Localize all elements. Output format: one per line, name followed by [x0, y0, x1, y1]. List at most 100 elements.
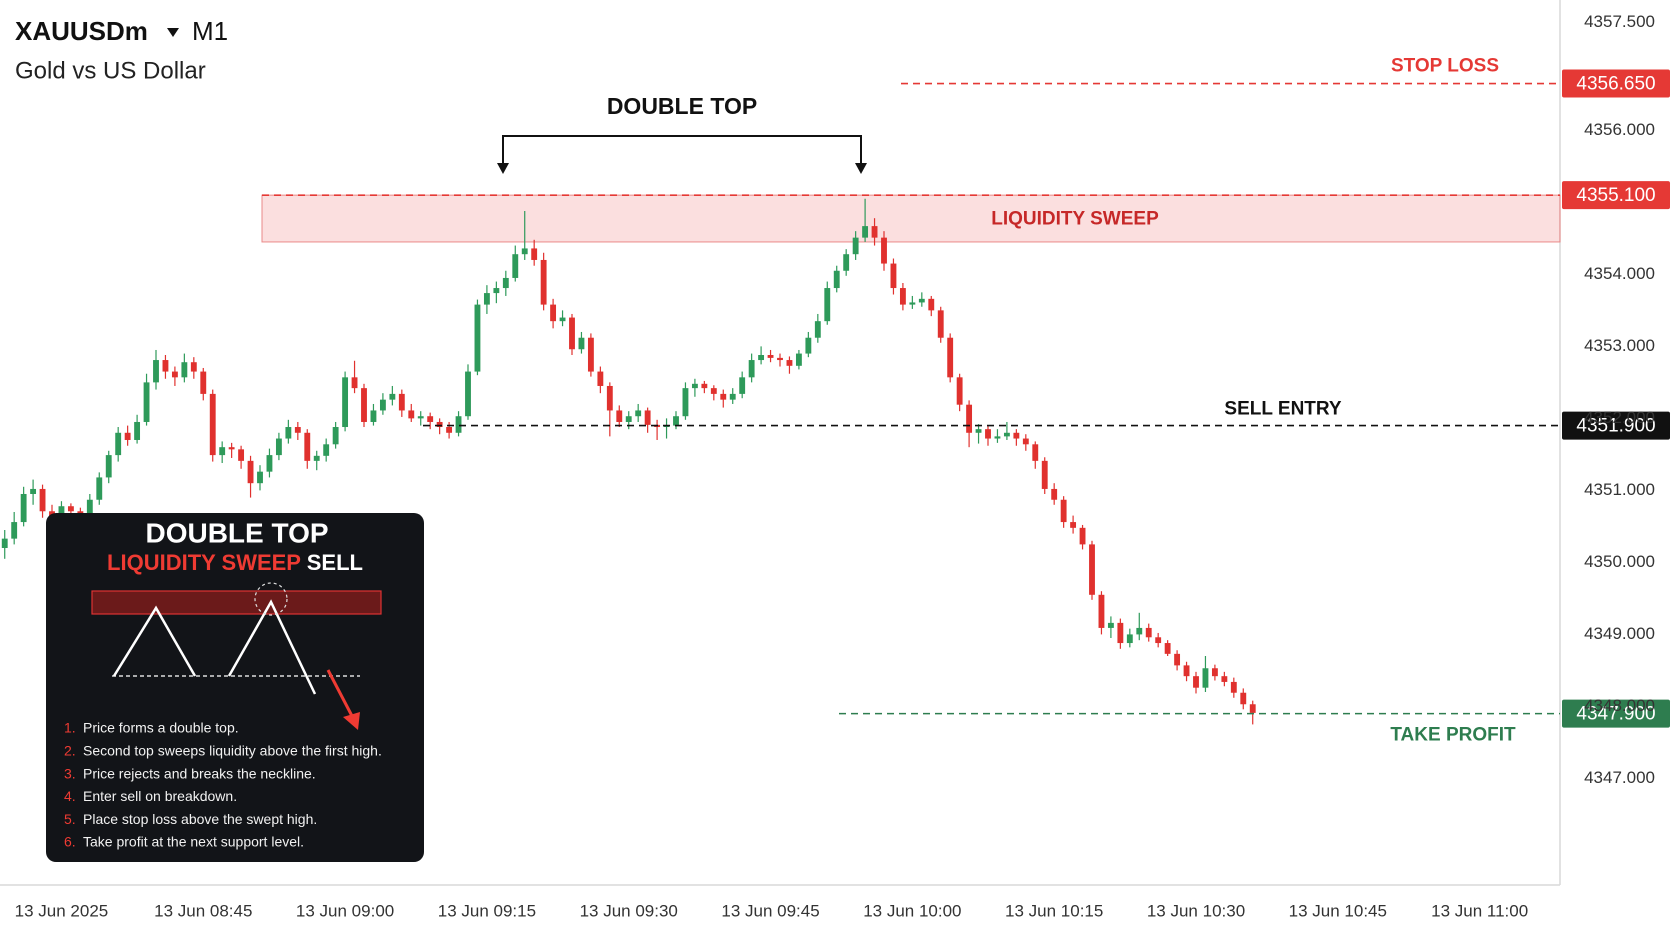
candle-body	[1221, 676, 1228, 682]
step-number: 3.	[64, 765, 76, 781]
price-badge-label: 4356.650	[1576, 74, 1655, 95]
level-label: STOP LOSS	[1391, 56, 1499, 77]
candle-body	[257, 471, 263, 484]
candle-body	[1098, 594, 1105, 628]
candle-body	[1193, 676, 1199, 688]
x-tick-label: 13 Jun 09:00	[296, 901, 394, 920]
candle-body	[975, 429, 982, 433]
subtitle: Gold vs US Dollar	[15, 57, 206, 84]
candle-body	[824, 288, 831, 322]
candle-body	[115, 432, 122, 456]
candle-body	[578, 337, 585, 350]
candle-body	[209, 393, 216, 456]
candle-body	[1013, 432, 1020, 439]
y-tick-label: 4354.000	[1584, 264, 1655, 283]
step-number: 4.	[64, 788, 76, 804]
candle-body	[219, 447, 226, 456]
price-badge-label: 4355.100	[1576, 185, 1655, 206]
x-tick-label: 13 Jun 10:15	[1005, 901, 1103, 920]
candle-body	[96, 477, 103, 500]
candle-body	[956, 377, 963, 405]
candle-body	[691, 383, 698, 389]
candle-body	[1079, 527, 1086, 545]
candle-body	[502, 277, 509, 289]
x-tick-label: 13 Jun 10:30	[1147, 901, 1245, 920]
candle-body	[994, 436, 1001, 439]
y-tick-label: 4353.000	[1584, 336, 1655, 355]
symbol-dropdown[interactable]	[167, 28, 179, 37]
price-badge	[1562, 411, 1670, 440]
candle-body	[1, 538, 8, 548]
candle-body	[389, 393, 396, 400]
candle-body	[928, 298, 935, 311]
y-tick-label: 4357.500	[1584, 12, 1655, 31]
candle-body	[597, 371, 604, 386]
price-badge-label: 4347.900	[1576, 704, 1655, 725]
step-text: Price rejects and breaks the neckline.	[83, 765, 316, 781]
candle-body	[436, 421, 443, 428]
candle-body	[786, 360, 793, 366]
x-tick-label: 13 Jun 10:45	[1289, 901, 1387, 920]
candle-body	[266, 455, 273, 472]
candle-body	[190, 362, 197, 372]
panel-title: DOUBLE TOP	[145, 517, 328, 548]
candle-body	[30, 488, 37, 494]
candle-body	[134, 421, 141, 440]
candle-body	[285, 427, 292, 439]
timeframe: M1	[192, 16, 228, 46]
candle-body	[427, 416, 434, 422]
candle-body	[58, 506, 65, 517]
x-tick-label: 13 Jun 2025	[15, 901, 109, 920]
candle-body	[493, 288, 500, 294]
candle-body	[313, 455, 320, 461]
candle-body	[228, 447, 235, 450]
pattern-label: DOUBLE TOP	[607, 93, 757, 119]
candle-body	[474, 304, 481, 372]
candle-body	[20, 493, 27, 523]
x-tick-label: 13 Jun 09:15	[438, 901, 536, 920]
y-tick-label: 4356.000	[1584, 120, 1655, 139]
candle-body	[635, 410, 642, 417]
candle-body	[1041, 460, 1048, 489]
panel-sweep-circle	[254, 582, 288, 616]
candle-body	[351, 377, 358, 389]
candle-body	[1051, 488, 1058, 500]
level-label: SELL ENTRY	[1224, 399, 1342, 420]
candle-body	[909, 302, 916, 305]
candle-body	[332, 427, 339, 445]
candle-body	[587, 337, 594, 372]
candle-body	[890, 263, 897, 289]
candle-body	[673, 416, 679, 426]
candle-body	[1126, 634, 1133, 644]
x-tick-label: 13 Jun 08:45	[154, 901, 252, 920]
panel-sweep-zone	[91, 590, 382, 615]
candle-body	[606, 385, 613, 411]
candle-body	[1089, 544, 1095, 595]
candle-body	[370, 410, 377, 422]
candle-body	[417, 416, 424, 419]
candle-body	[379, 399, 386, 411]
y-tick-label: 4348.000	[1584, 696, 1655, 715]
candle-body	[625, 416, 632, 422]
candle-body	[200, 371, 207, 394]
candle-body	[1117, 622, 1124, 644]
candle-body	[1240, 692, 1247, 705]
step-text: Place stop loss above the swept high.	[83, 811, 317, 827]
candle-body	[1155, 637, 1162, 644]
candle-body	[238, 449, 245, 461]
candle-body	[49, 511, 55, 517]
candle-body	[767, 355, 774, 358]
candle-body	[1202, 668, 1209, 688]
candle-body	[852, 237, 859, 255]
candle-body	[1183, 665, 1190, 677]
candle-body	[550, 304, 557, 322]
candle-body	[446, 427, 453, 433]
candle-body	[1003, 432, 1010, 437]
panel-first-top	[112, 605, 197, 677]
candle-body	[805, 337, 812, 354]
candle-body	[644, 410, 651, 425]
x-tick-label: 13 Jun 11:00	[1431, 901, 1528, 920]
candle-body	[323, 444, 330, 456]
levels-front: STOP LOSS 4356.650 LIQUIDITY SWEEP 4355.100…	[262, 56, 1670, 746]
